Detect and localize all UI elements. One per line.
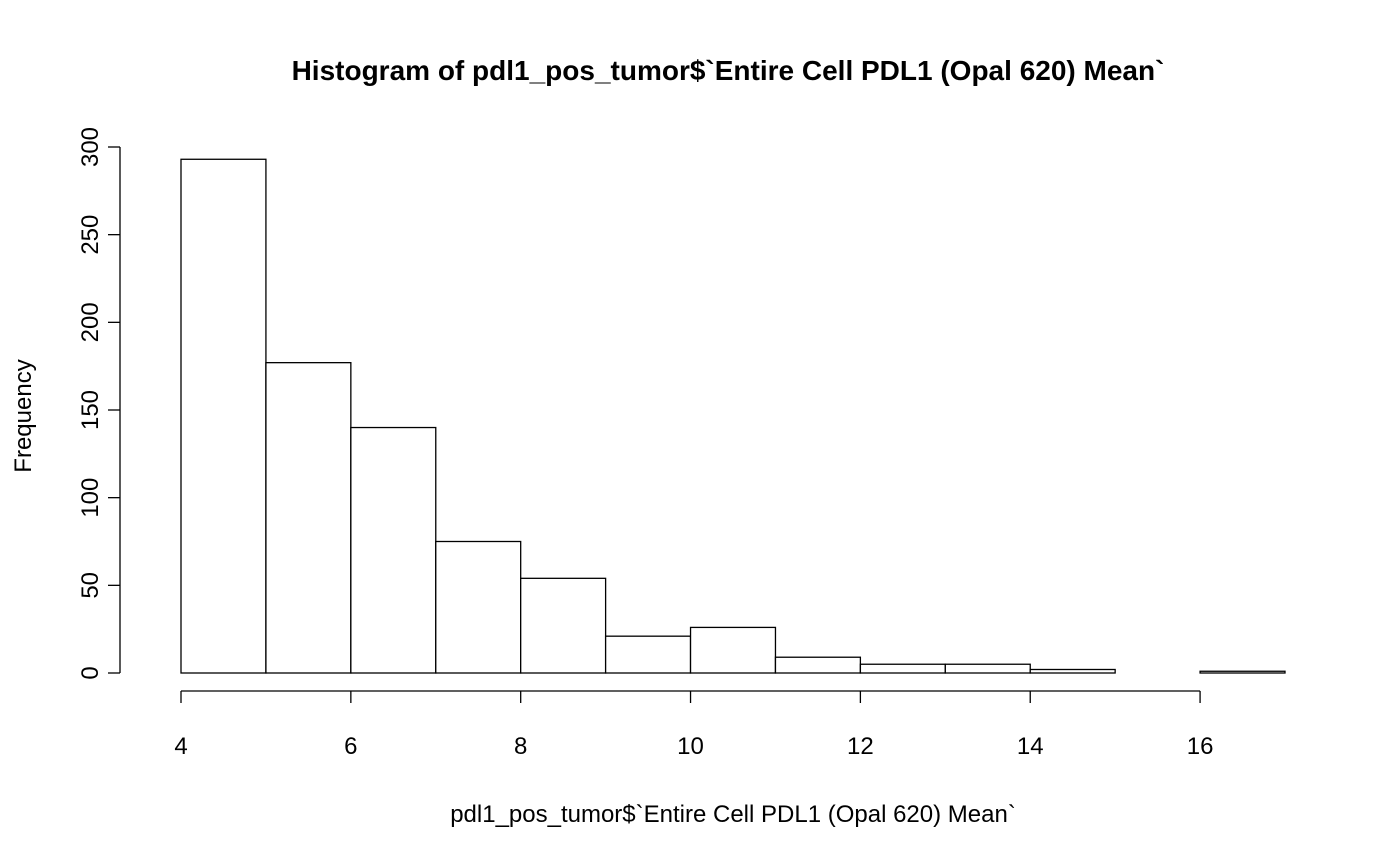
y-tick-label: 150 [77, 390, 104, 430]
histogram-bar [689, 626, 777, 674]
histogram-bar [604, 635, 692, 674]
histogram-bar [774, 656, 862, 674]
histogram-bar [265, 362, 352, 674]
histogram-bar [1199, 670, 1286, 674]
x-tick-label: 8 [514, 733, 527, 760]
histogram-bar [180, 158, 267, 674]
x-tick-label: 16 [1187, 733, 1214, 760]
x-tick-label: 4 [174, 733, 187, 760]
x-tick-label: 6 [344, 733, 357, 760]
histogram-bar [520, 577, 607, 674]
histogram-bar [350, 426, 437, 674]
x-tick-label: 14 [1017, 733, 1044, 760]
y-tick-label: 300 [77, 127, 104, 167]
y-tick-label: 200 [77, 302, 104, 342]
y-axis: 0 50 100 150 200 250 300 [77, 127, 121, 680]
histogram-bar [859, 663, 946, 674]
y-tick-label: 50 [77, 572, 104, 599]
y-tick-label: 250 [77, 215, 104, 255]
histogram-bar [944, 663, 1031, 674]
histogram-bar [1029, 668, 1116, 674]
x-tick-label: 12 [847, 733, 874, 760]
x-tick-label: 10 [677, 733, 704, 760]
y-axis-label: Frequency [10, 359, 37, 472]
histogram-bar [435, 540, 522, 674]
x-axis-label: pdl1_pos_tumor$`Entire Cell PDL1 (Opal 6… [450, 801, 1016, 828]
chart-title: Histogram of pdl1_pos_tumor$`Entire Cell… [292, 55, 1165, 86]
y-tick-label: 100 [77, 478, 104, 518]
y-tick-label: 0 [77, 666, 104, 679]
x-axis: 4 6 8 10 12 14 16 [174, 690, 1214, 760]
bars [180, 158, 1286, 674]
